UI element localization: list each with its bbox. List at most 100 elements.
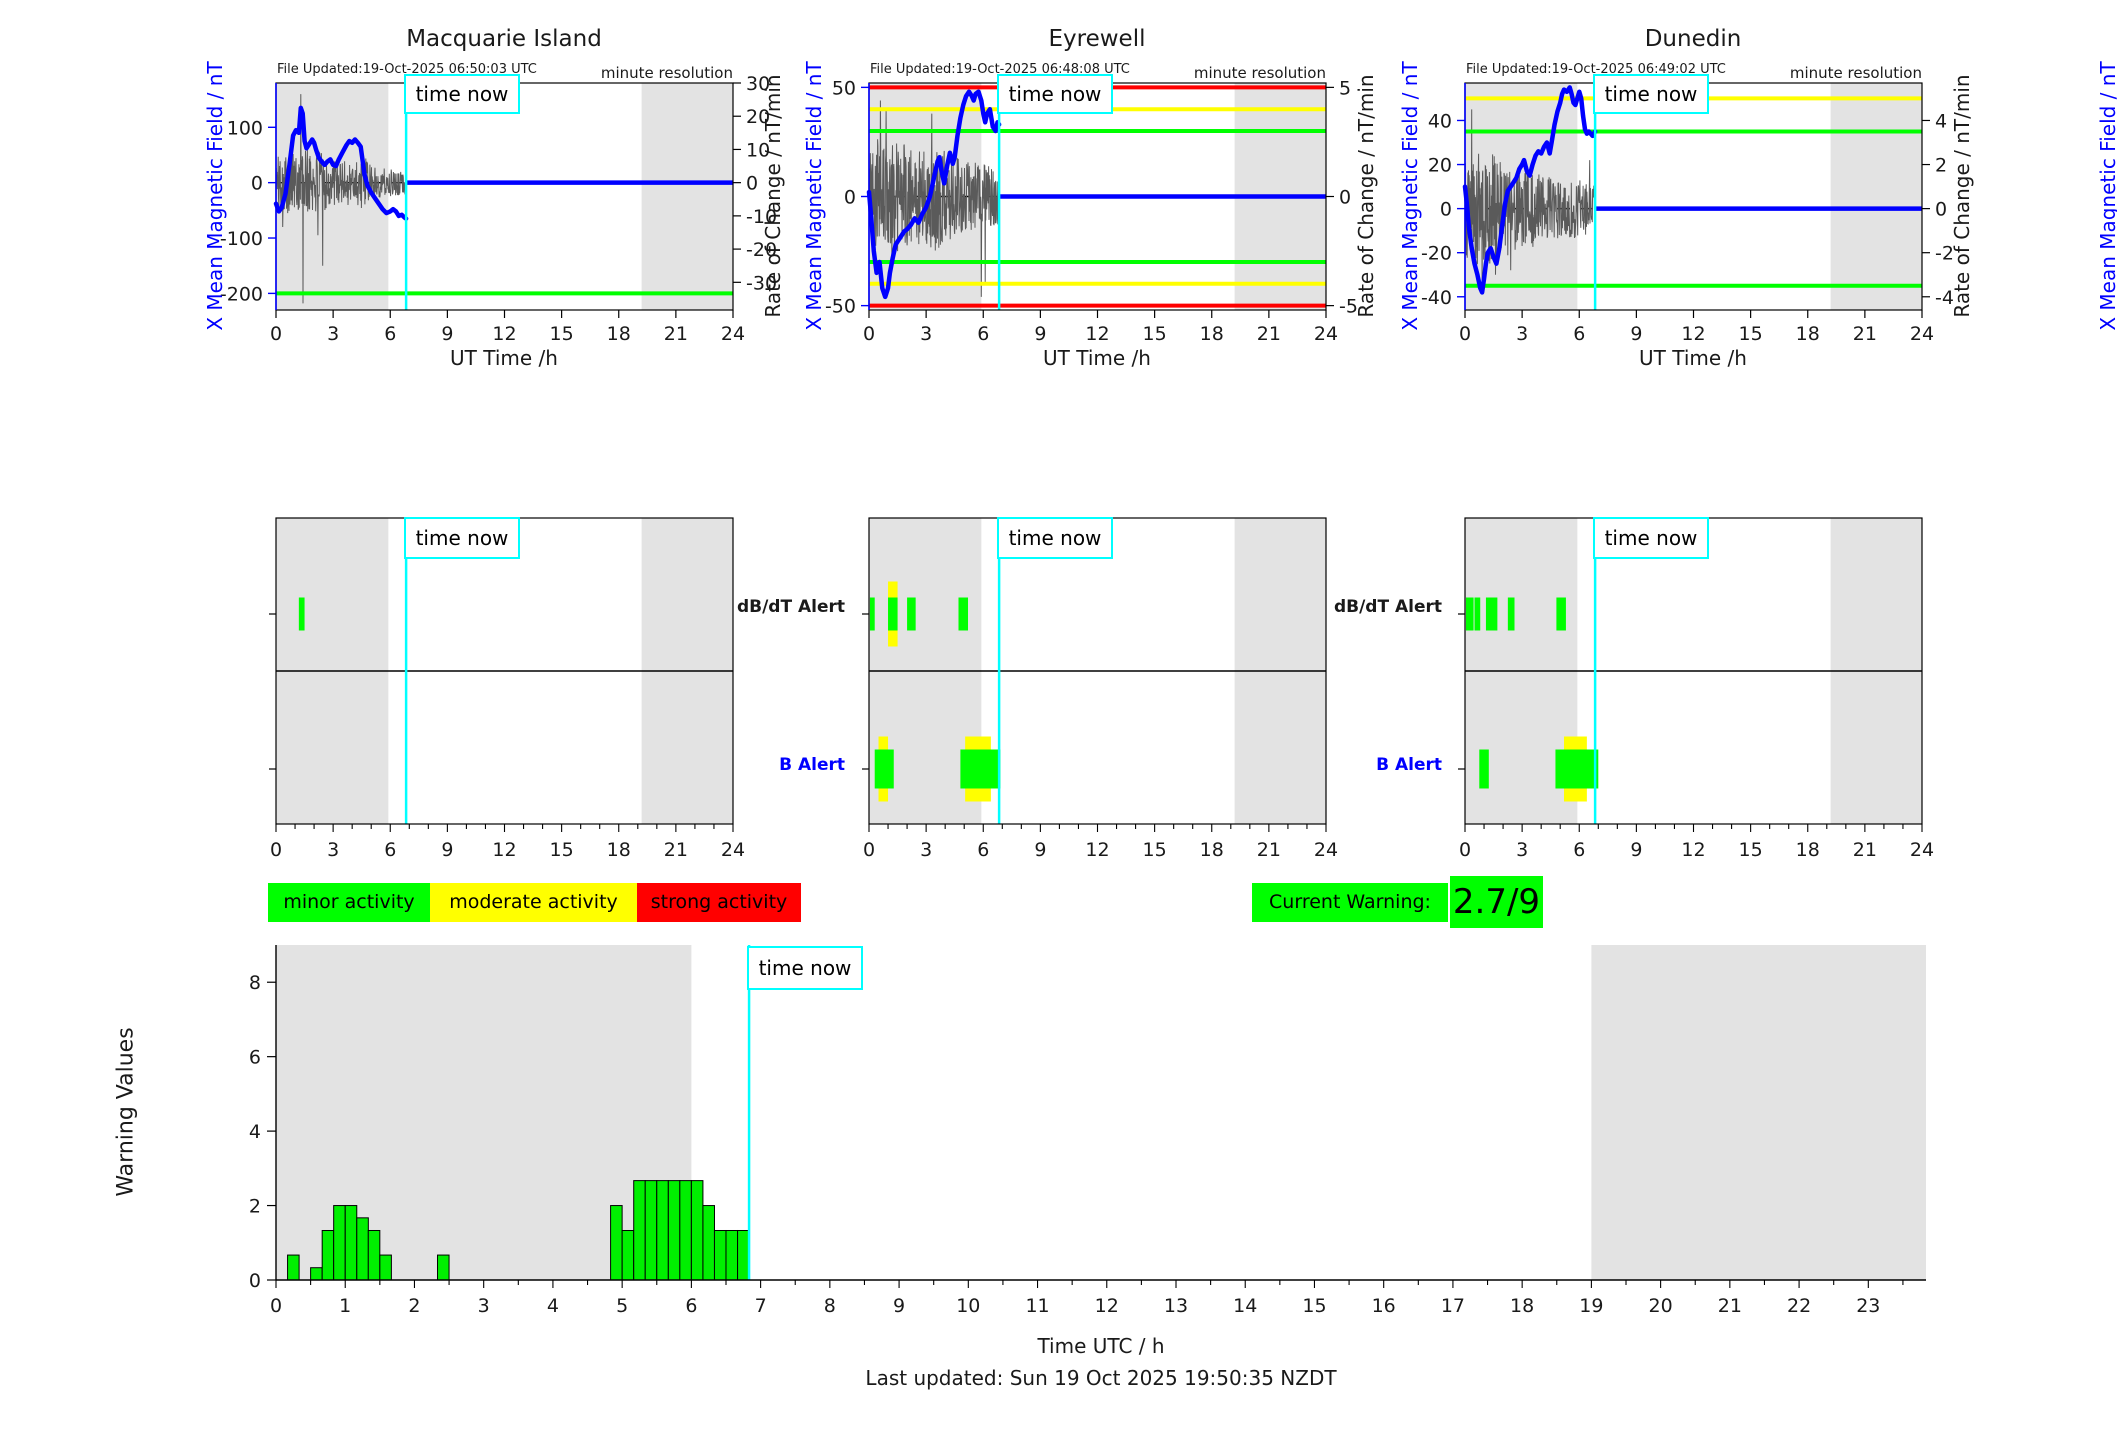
y-axis-label-field: X Mean Magnetic Field / nT	[802, 61, 826, 331]
svg-text:22: 22	[1787, 1295, 1811, 1317]
svg-text:10: 10	[956, 1295, 980, 1317]
svg-text:3: 3	[478, 1295, 490, 1317]
svg-text:-200: -200	[220, 283, 263, 305]
svg-text:15: 15	[1302, 1295, 1326, 1317]
svg-text:21: 21	[1853, 839, 1877, 861]
svg-text:0: 0	[1440, 199, 1452, 221]
time-now-box: time now	[404, 74, 520, 114]
svg-text:2: 2	[1935, 155, 1947, 177]
svg-text:6: 6	[977, 323, 989, 345]
svg-text:-40: -40	[1421, 287, 1452, 309]
svg-text:6: 6	[1573, 839, 1585, 861]
svg-text:50: 50	[832, 77, 856, 99]
svg-text:21: 21	[664, 323, 688, 345]
svg-text:21: 21	[1853, 323, 1877, 345]
svg-text:8: 8	[249, 972, 261, 994]
svg-text:0: 0	[863, 839, 875, 861]
svg-text:15: 15	[1739, 839, 1763, 861]
svg-text:21: 21	[1718, 1295, 1742, 1317]
last-updated-label: Last updated: Sun 19 Oct 2025 19:50:35 N…	[865, 1366, 1337, 1390]
svg-text:6: 6	[1573, 323, 1585, 345]
svg-text:0: 0	[863, 323, 875, 345]
svg-text:24: 24	[1910, 323, 1934, 345]
file-updated-label: File Updated:19-Oct-2025 06:50:03 UTC	[277, 62, 537, 77]
y-axis-label-field: X Mean Magnetic Field / nT	[1398, 61, 1422, 331]
time-utc-axis-label: Time UTC / h	[1037, 1334, 1165, 1358]
x-axis-label: UT Time /h	[1043, 346, 1151, 370]
svg-text:0: 0	[1339, 187, 1351, 209]
x-axis-label: UT Time /h	[1639, 346, 1747, 370]
svg-text:-4: -4	[1935, 287, 1954, 309]
svg-text:0: 0	[270, 323, 282, 345]
svg-text:1: 1	[339, 1295, 351, 1317]
time-now-box: time now	[747, 946, 863, 990]
svg-text:9: 9	[1630, 839, 1642, 861]
y-axis-label-rate: Rate of Change / nT/min	[1354, 74, 1378, 318]
svg-text:0: 0	[1935, 199, 1947, 221]
svg-text:11: 11	[1025, 1295, 1049, 1317]
svg-text:-50: -50	[825, 296, 856, 318]
svg-text:23: 23	[1856, 1295, 1880, 1317]
svg-text:0: 0	[270, 839, 282, 861]
b-alert-label: B Alert	[1376, 755, 1442, 775]
svg-text:18: 18	[1510, 1295, 1534, 1317]
svg-text:4: 4	[547, 1295, 559, 1317]
svg-text:16: 16	[1372, 1295, 1396, 1317]
svg-text:9: 9	[441, 323, 453, 345]
y-axis-label-rate: Rate of Change / nT/min	[761, 74, 785, 318]
svg-text:20: 20	[746, 106, 770, 128]
svg-text:0: 0	[1459, 839, 1471, 861]
svg-text:7: 7	[755, 1295, 767, 1317]
svg-text:3: 3	[327, 323, 339, 345]
svg-text:3: 3	[920, 323, 932, 345]
warning-values-axis-label: Warning Values	[113, 1027, 139, 1197]
svg-text:-30: -30	[746, 272, 777, 294]
legend-minor-activity: minor activity	[268, 883, 430, 922]
svg-text:21: 21	[1257, 323, 1281, 345]
svg-text:5: 5	[1339, 77, 1351, 99]
svg-text:-20: -20	[1421, 243, 1452, 265]
time-now-box: time now	[997, 74, 1113, 114]
time-now-box: time now	[404, 517, 520, 559]
svg-text:4: 4	[1935, 110, 1947, 132]
y-axis-label-field: X Mean Magnetic Field / nT	[2096, 61, 2117, 330]
svg-text:12: 12	[1085, 323, 1109, 345]
svg-text:24: 24	[1910, 839, 1934, 861]
alert-panel-1: 0 3 6 9 12 15 18 21 24	[862, 517, 1338, 861]
svg-text:8: 8	[824, 1295, 836, 1317]
svg-text:6: 6	[384, 839, 396, 861]
chart-title-dunedin: Dunedin	[1644, 26, 1742, 52]
svg-text:13: 13	[1164, 1295, 1188, 1317]
svg-text:0: 0	[1459, 323, 1471, 345]
svg-text:24: 24	[721, 839, 745, 861]
svg-text:2: 2	[249, 1196, 261, 1218]
current-warning-value: 2.7/9	[1450, 876, 1543, 928]
minute-resolution-label: minute resolution	[1789, 64, 1922, 82]
svg-text:18: 18	[1796, 323, 1820, 345]
y-axis-label-rate: Rate of Change / nT/min	[1950, 74, 1974, 318]
svg-text:12: 12	[1095, 1295, 1119, 1317]
svg-text:6: 6	[977, 839, 989, 861]
svg-text:15: 15	[550, 839, 574, 861]
svg-text:30: 30	[746, 73, 770, 95]
svg-text:-20: -20	[746, 239, 777, 261]
svg-text:6: 6	[685, 1295, 697, 1317]
svg-text:-100: -100	[220, 228, 263, 250]
svg-text:15: 15	[1143, 323, 1167, 345]
svg-text:20: 20	[1428, 155, 1452, 177]
svg-text:18: 18	[607, 323, 631, 345]
svg-text:0: 0	[270, 1295, 282, 1317]
svg-text:12: 12	[1681, 323, 1705, 345]
svg-text:4: 4	[249, 1121, 261, 1143]
svg-text:12: 12	[492, 839, 516, 861]
svg-text:19: 19	[1579, 1295, 1603, 1317]
legend-moderate-activity: moderate activity	[430, 883, 637, 922]
svg-text:40: 40	[1428, 110, 1452, 132]
svg-text:18: 18	[1200, 839, 1224, 861]
svg-text:0: 0	[251, 173, 263, 195]
svg-text:24: 24	[1314, 323, 1338, 345]
svg-text:9: 9	[1034, 323, 1046, 345]
svg-text:21: 21	[664, 839, 688, 861]
